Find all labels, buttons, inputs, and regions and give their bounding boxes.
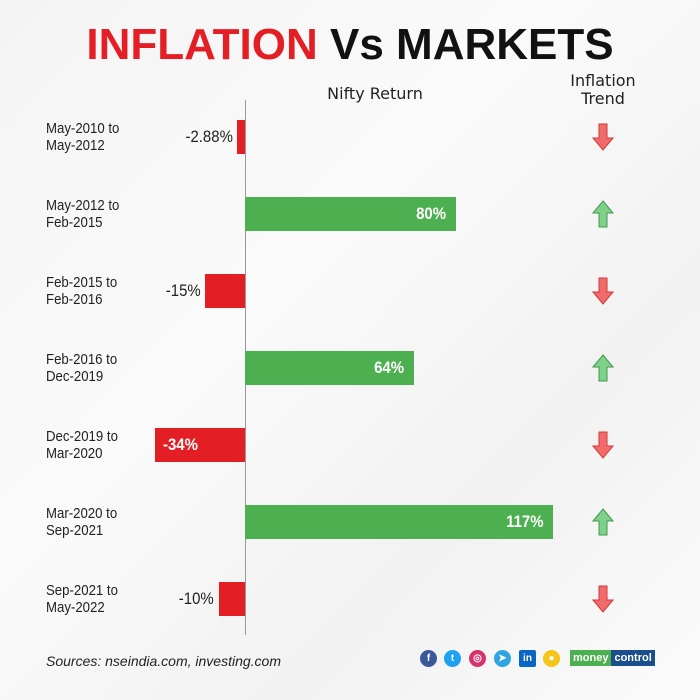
bar	[245, 351, 414, 385]
header-line1: Inflation	[570, 71, 636, 90]
arrow-up-icon	[592, 508, 614, 536]
arrow-down-shape	[592, 585, 614, 613]
data-label: 117%	[505, 512, 544, 531]
logo-money: money	[570, 650, 612, 666]
category-label: Mar-2020 to Sep-2021	[46, 505, 117, 539]
category-line: May-2022	[46, 599, 105, 616]
logo-control: control	[611, 650, 655, 666]
nifty-return-header: Nifty Return	[327, 84, 423, 103]
category-line: Mar-2020	[46, 445, 103, 462]
arrow-down-icon	[592, 585, 614, 613]
category-label: May-2012 to Feb-2015	[46, 197, 119, 231]
category-label: Dec-2019 to Mar-2020	[46, 428, 118, 462]
category-line: Feb-2016	[46, 291, 103, 308]
title-inflation: INFLATION	[86, 20, 318, 69]
facebook-icon[interactable]: f	[420, 650, 437, 667]
category-label: May-2010 to May-2012	[46, 120, 119, 154]
arrow-down-icon	[592, 431, 614, 459]
category-line: Mar-2020 to	[46, 505, 118, 522]
arrow-up-shape	[592, 200, 614, 228]
category-label: Sep-2021 to May-2022	[46, 582, 118, 616]
arrow-up-shape	[592, 354, 614, 382]
bar	[237, 120, 245, 154]
sources-text: Sources: nseindia.com, investing.com	[46, 653, 281, 669]
header-line2: Trend	[581, 89, 625, 108]
title-markets: Vs MARKETS	[330, 20, 614, 69]
inflation-trend-header: Inflation Trend	[553, 72, 653, 108]
bar	[205, 274, 245, 308]
arrow-up-shape	[592, 508, 614, 536]
arrow-down-shape	[592, 431, 614, 459]
category-line: Feb-2016 to	[46, 351, 118, 368]
category-label: Feb-2015 to Feb-2016	[46, 274, 117, 308]
chart-title: INFLATION Vs MARKETS	[0, 22, 700, 68]
category-line: May-2010 to	[46, 120, 120, 137]
twitter-icon[interactable]: t	[444, 650, 461, 667]
linkedin-icon[interactable]: in	[519, 650, 536, 667]
category-line: May-2012 to	[46, 197, 120, 214]
data-label: 64%	[373, 358, 404, 377]
data-label: 80%	[415, 204, 446, 223]
category-line: Dec-2019 to	[46, 428, 118, 445]
instagram-icon[interactable]: ◎	[469, 650, 486, 667]
arrow-down-icon	[592, 123, 614, 151]
bar	[155, 428, 245, 462]
data-label: -15%	[165, 281, 201, 300]
category-line: Feb-2015	[46, 214, 103, 231]
arrow-up-icon	[592, 354, 614, 382]
category-line: Sep-2021	[46, 522, 104, 539]
arrow-down-shape	[592, 123, 614, 151]
bar	[245, 505, 554, 539]
category-label: Feb-2016 to Dec-2019	[46, 351, 117, 385]
category-line: Feb-2015 to	[46, 274, 118, 291]
arrow-down-shape	[592, 277, 614, 305]
data-label: -2.88%	[185, 127, 233, 146]
data-label: -34%	[163, 435, 199, 454]
koo-icon[interactable]: ●	[543, 650, 560, 667]
arrow-up-icon	[592, 200, 614, 228]
data-label: -10%	[178, 589, 214, 608]
telegram-icon[interactable]: ➤	[494, 650, 511, 667]
bar	[245, 197, 456, 231]
category-line: May-2012	[46, 137, 105, 154]
bar	[218, 582, 245, 616]
category-line: Dec-2019	[46, 368, 104, 385]
moneycontrol-logo: money control	[570, 650, 655, 666]
arrow-down-icon	[592, 277, 614, 305]
category-line: Sep-2021 to	[46, 582, 118, 599]
